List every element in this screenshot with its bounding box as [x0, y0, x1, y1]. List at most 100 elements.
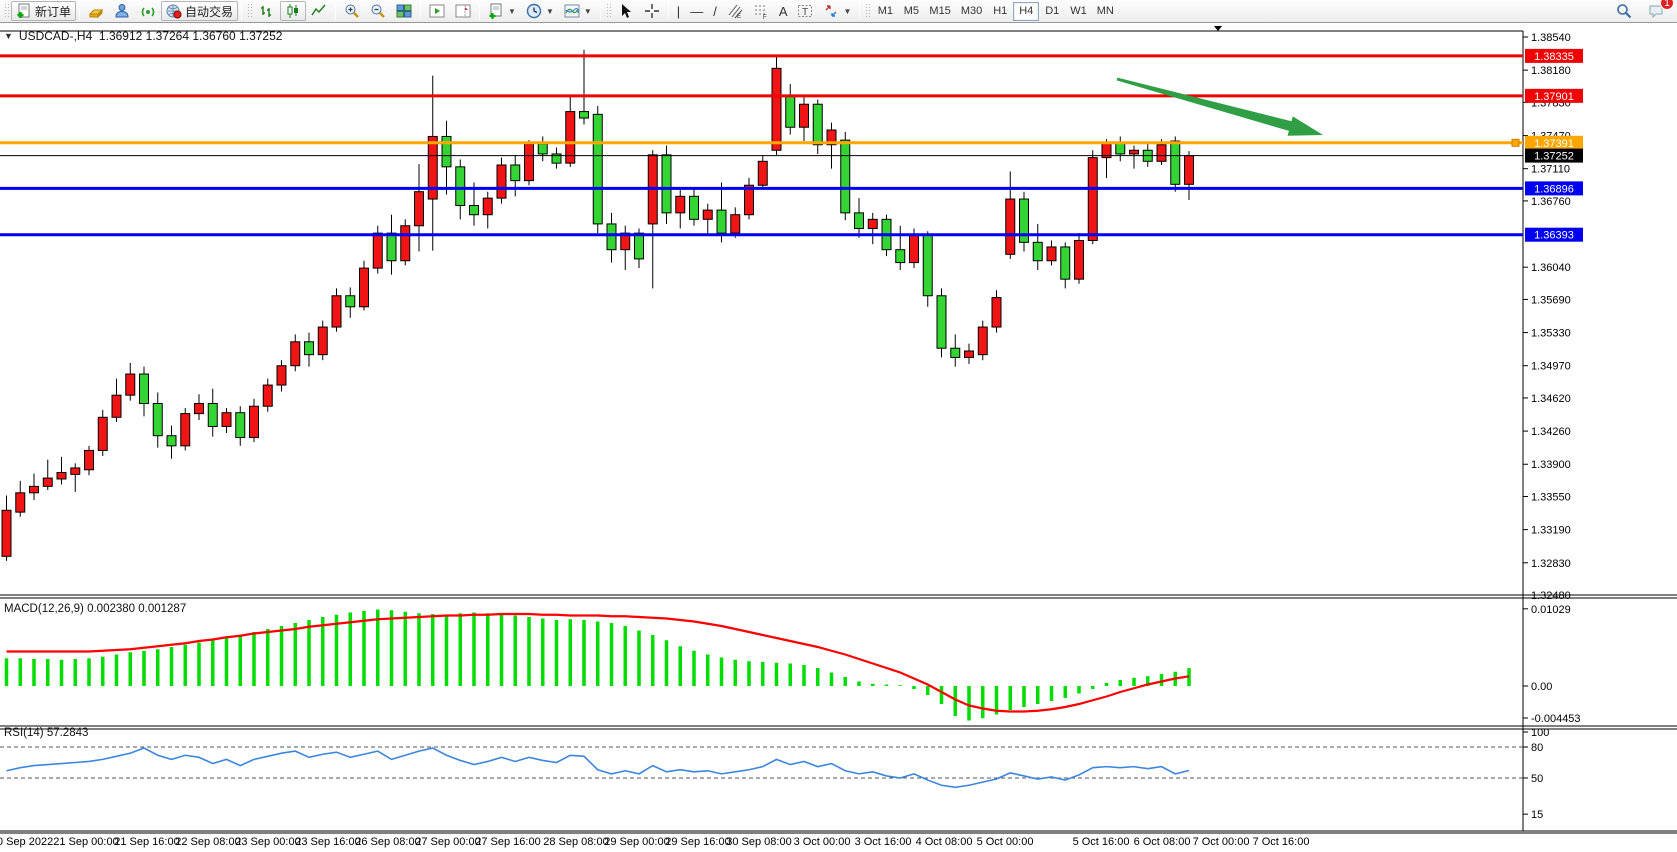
zoom-in-icon — [345, 4, 359, 18]
macd-histogram[interactable] — [4, 609, 1191, 721]
timeframe-mn-button[interactable]: MN — [1092, 2, 1119, 21]
macd-axis[interactable]: 0.01029 0.00 -0.004453 — [1523, 604, 1581, 725]
svg-text:1.38180: 1.38180 — [1531, 65, 1571, 77]
rsi-line[interactable] — [6, 747, 1190, 789]
svg-text:3 Oct 16:00: 3 Oct 16:00 — [855, 836, 912, 848]
dropdown-caret[interactable]: ▼ — [545, 6, 554, 16]
timeframe-h1-button[interactable]: H1 — [987, 2, 1013, 21]
text-tool-button[interactable]: A — [774, 1, 793, 21]
gold-button[interactable] — [83, 1, 109, 21]
candlestick-chart-button[interactable] — [280, 1, 307, 21]
dropdown-caret[interactable]: ▼ — [508, 6, 516, 16]
templates-button[interactable]: ▼ — [483, 1, 521, 21]
dropdown-caret[interactable]: ▼ — [583, 6, 592, 16]
label-tool-button[interactable]: T — [792, 1, 818, 21]
price-badge: 1.36393 — [1525, 227, 1583, 242]
new-order-button[interactable]: 新订单 — [11, 1, 77, 21]
zoom-in-button[interactable] — [339, 1, 365, 21]
rsi-axis[interactable]: 100 80 50 15 — [1523, 727, 1549, 821]
svg-text:0.01029: 0.01029 — [1531, 604, 1571, 616]
svg-text:7 Oct 00:00: 7 Oct 00:00 — [1193, 836, 1250, 848]
market-watch-button[interactable] — [109, 1, 135, 21]
cursor-icon — [621, 4, 631, 18]
arrows-tool-button[interactable]: ▼ — [818, 1, 856, 21]
svg-text:1.37252: 1.37252 — [1534, 151, 1574, 163]
svg-text:-0.004453: -0.004453 — [1531, 713, 1581, 725]
svg-text:1.34970: 1.34970 — [1531, 361, 1571, 373]
toolbar-drag-handle[interactable] — [865, 3, 871, 19]
svg-text:4 Oct 08:00: 4 Oct 08:00 — [916, 836, 973, 848]
fibonacci-icon: F — [754, 5, 767, 19]
chart-canvas[interactable]: 1.385401.381801.378301.374701.371101.367… — [0, 23, 1677, 852]
new-order-icon — [17, 3, 30, 18]
autotrade-label: 自动交易 — [185, 4, 234, 19]
svg-text:1.33190: 1.33190 — [1531, 525, 1571, 537]
zoom-out-button[interactable] — [365, 1, 391, 21]
bar-chart-button[interactable] — [254, 1, 280, 21]
trend-arrow-annotation[interactable] — [1116, 77, 1323, 136]
svg-text:1.38540: 1.38540 — [1531, 32, 1571, 44]
chart-area[interactable]: 1.385401.381801.378301.374701.371101.367… — [0, 23, 1677, 852]
notifications-button[interactable]: 1 — [1643, 0, 1674, 21]
candlestick-series[interactable] — [1, 49, 1194, 561]
svg-text:21 Sep 16:00: 21 Sep 16:00 — [114, 836, 179, 848]
chart-menu-caret-icon[interactable]: ▼ — [4, 31, 13, 41]
price-axis[interactable]: 1.385401.381801.378301.374701.371101.367… — [1523, 32, 1571, 602]
trendline-tool-button[interactable]: / — [708, 1, 722, 21]
templates-icon — [489, 3, 502, 19]
svg-text:27 Sep 00:00: 27 Sep 00:00 — [415, 836, 480, 848]
timeframe-m30-button[interactable]: M30 — [956, 2, 987, 21]
timeframe-m5-button[interactable]: M5 — [898, 2, 924, 21]
signal-button[interactable] — [135, 1, 161, 21]
svg-text:E: E — [737, 14, 741, 19]
auto-scroll-icon — [429, 4, 445, 18]
toolbar-separator — [599, 2, 601, 20]
macd-signal-line[interactable] — [6, 612, 1190, 713]
period-button[interactable]: ▼ — [521, 1, 559, 21]
chart-shift-button[interactable] — [450, 1, 476, 21]
timeframe-m1-button[interactable]: M1 — [872, 2, 898, 21]
timeframe-d1-button[interactable]: D1 — [1039, 2, 1065, 21]
channel-icon: E — [728, 4, 743, 19]
svg-text:1.35690: 1.35690 — [1531, 294, 1571, 306]
svg-text:100: 100 — [1531, 727, 1549, 739]
channel-tool-button[interactable]: E — [722, 1, 748, 21]
toolbar-drag-handle[interactable] — [4, 3, 9, 19]
svg-text:15: 15 — [1531, 809, 1543, 821]
cursor-button[interactable] — [613, 1, 639, 21]
toolbar-separator — [241, 2, 243, 20]
svg-text:1.37110: 1.37110 — [1531, 164, 1570, 176]
svg-text:23 Sep 00:00: 23 Sep 00:00 — [235, 836, 300, 848]
timeframe-h4-button[interactable]: H4 — [1013, 1, 1040, 21]
price-badge: 1.37252 — [1525, 148, 1583, 163]
macd-indicator-label: MACD(12,26,9) 0.002380 0.001287 — [4, 603, 187, 615]
autotrade-button[interactable]: 自动交易 — [161, 1, 239, 21]
tile-windows-button[interactable] — [391, 1, 417, 21]
svg-text:20 Sep 2022: 20 Sep 2022 — [0, 836, 53, 848]
timeframe-m15-button[interactable]: M15 — [924, 2, 955, 21]
line-chart-button[interactable] — [306, 1, 332, 21]
indicators-button[interactable]: ▼ — [559, 1, 597, 21]
search-button[interactable] — [1611, 1, 1637, 21]
auto-scroll-button[interactable] — [424, 1, 450, 21]
timeframe-w1-button[interactable]: W1 — [1065, 2, 1092, 21]
dropdown-caret[interactable]: ▼ — [843, 6, 852, 16]
svg-text:28 Sep 08:00: 28 Sep 08:00 — [543, 836, 608, 848]
chart-frame — [0, 30, 1677, 834]
svg-text:1.34620: 1.34620 — [1531, 393, 1571, 405]
fibonacci-tool-button[interactable]: F — [748, 1, 774, 21]
crosshair-icon — [644, 4, 659, 18]
svg-text:26 Sep 08:00: 26 Sep 08:00 — [355, 836, 420, 848]
vertical-line-tool-button[interactable]: | — [672, 1, 685, 21]
toolbar-drag-handle[interactable] — [605, 3, 611, 19]
svg-text:1.33550: 1.33550 — [1531, 491, 1571, 503]
line-chart-icon — [311, 4, 326, 16]
indicators-icon — [564, 4, 580, 18]
toolbar-drag-handle[interactable] — [247, 3, 253, 19]
horizontal-line-tool-button[interactable]: — — [685, 1, 708, 21]
toolbar-separator — [667, 2, 669, 20]
level-lines[interactable] — [0, 54, 1523, 237]
crosshair-button[interactable] — [639, 1, 665, 21]
